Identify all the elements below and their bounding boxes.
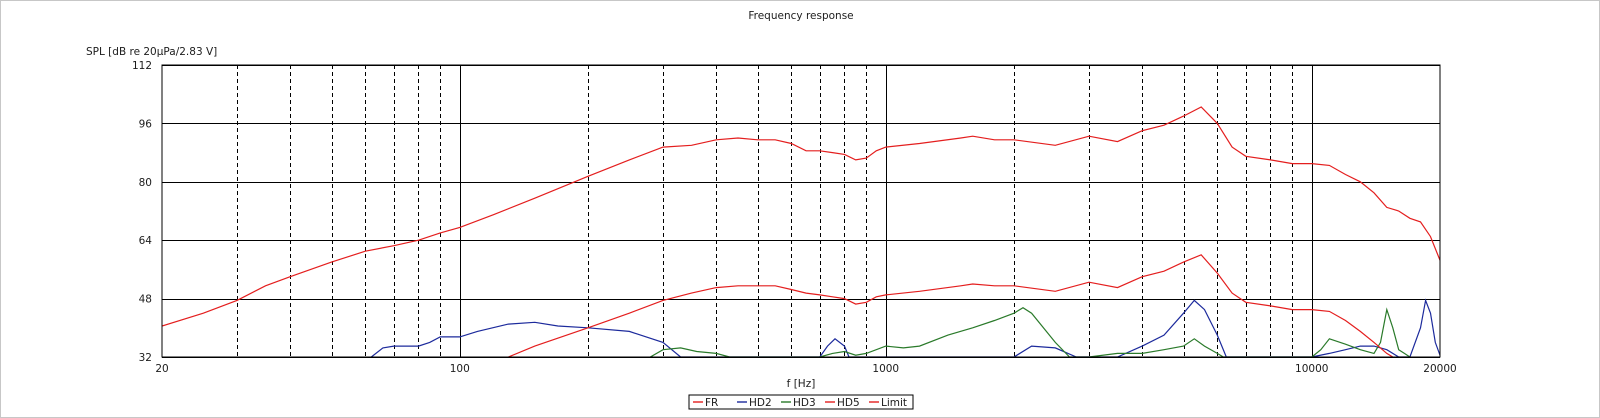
series-line-hd2 bbox=[370, 298, 1440, 357]
grid-lines bbox=[162, 65, 1440, 358]
chart-title: Frequency response bbox=[748, 10, 853, 22]
y-tick-label: 112 bbox=[132, 60, 152, 72]
legend-label-limit: Limit bbox=[881, 397, 907, 409]
series-line-hd5 bbox=[508, 254, 1394, 357]
x-tick-label: 1000 bbox=[872, 363, 899, 375]
legend-label-hd5: HD5 bbox=[837, 397, 860, 409]
legend-label-hd2: HD2 bbox=[749, 397, 772, 409]
y-tick-label: 80 bbox=[139, 177, 152, 189]
y-tick-labels: 32 48 64 80 96 112 bbox=[132, 60, 152, 364]
x-tick-label: 20000 bbox=[1423, 363, 1456, 375]
series-line-hd3 bbox=[650, 306, 1411, 357]
legend-label-hd3: HD3 bbox=[793, 397, 816, 409]
x-axis-label: f [Hz] bbox=[787, 378, 816, 390]
y-tick-label: 64 bbox=[139, 235, 153, 247]
y-tick-label: 32 bbox=[139, 352, 152, 364]
legend-label-fr: FR bbox=[705, 397, 718, 409]
y-axis-label: SPL [dB re 20µPa/2.83 V] bbox=[86, 46, 217, 58]
x-tick-label: 100 bbox=[450, 363, 470, 375]
data-series bbox=[162, 106, 1440, 357]
x-tick-labels: 20 100 1000 10000 20000 bbox=[155, 363, 1456, 375]
y-tick-label: 96 bbox=[139, 118, 153, 130]
y-tick-label: 48 bbox=[139, 294, 152, 306]
x-tick-label: 10000 bbox=[1295, 363, 1328, 375]
x-tick-label: 20 bbox=[155, 363, 168, 375]
series-line-fr bbox=[162, 106, 1440, 327]
plot-border bbox=[161, 64, 1441, 358]
legend: FR HD2 HD3 HD5 Limit bbox=[688, 394, 914, 410]
legend-box bbox=[688, 394, 914, 410]
